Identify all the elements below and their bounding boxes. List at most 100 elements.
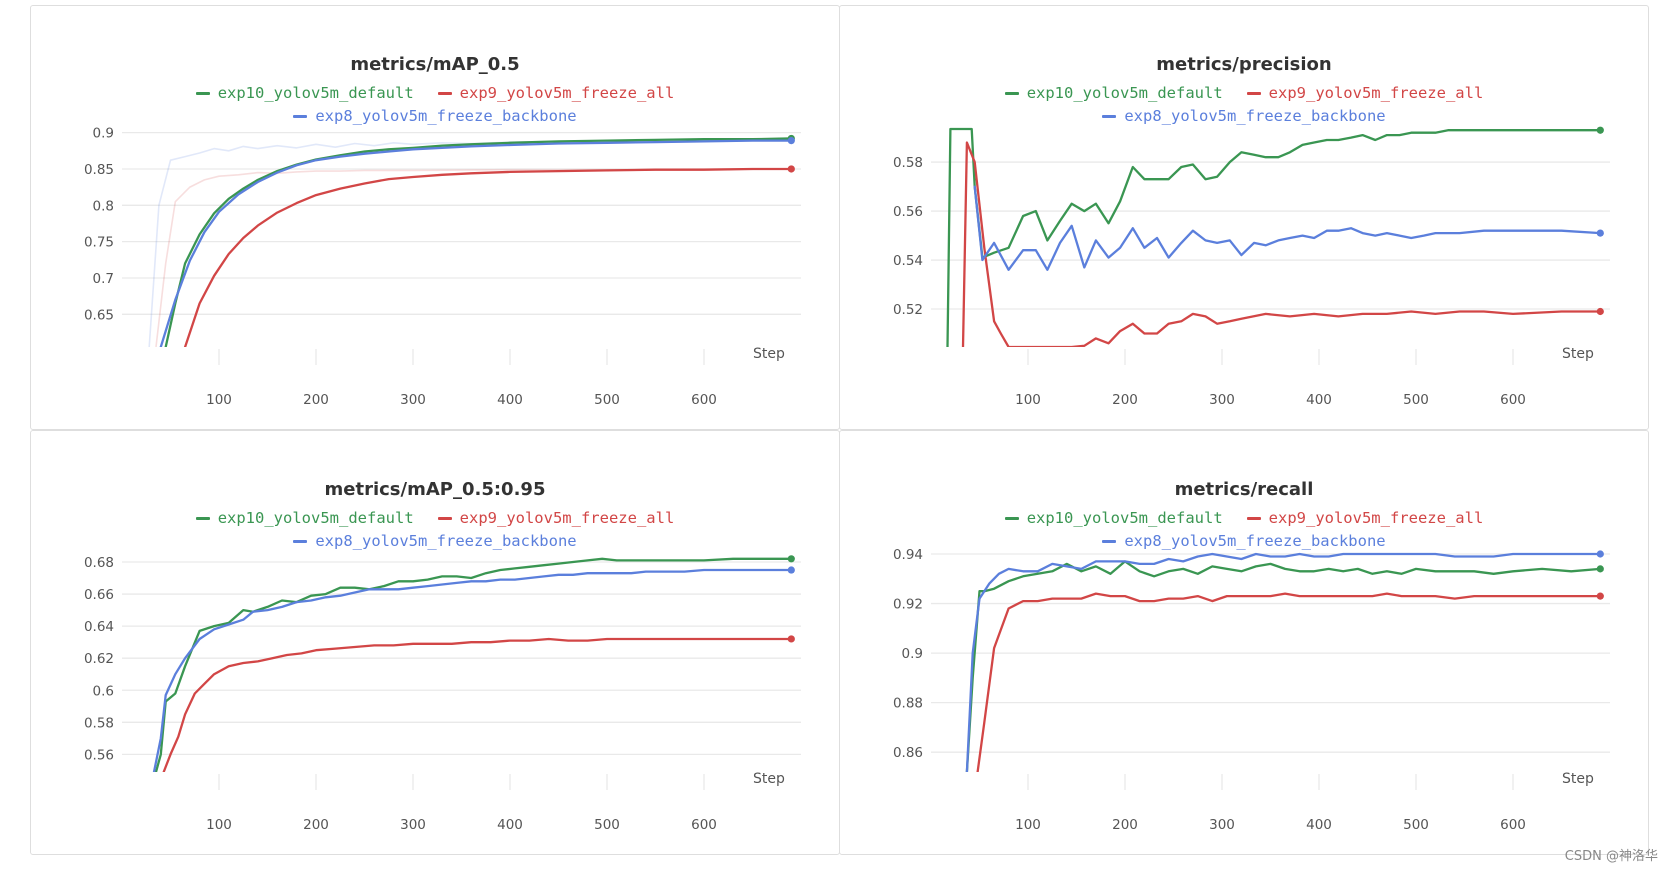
legend-swatch: [1246, 92, 1261, 95]
series-end-dot-exp10-yolov5m-default[interactable]: [1596, 126, 1604, 134]
series-line-exp8-yolov5m-freeze-backbone[interactable]: [152, 568, 793, 772]
legend-swatch: [437, 517, 452, 520]
chart-title: metrics/recall: [1174, 479, 1314, 500]
legend-label: exp8_yolov5m_freeze_backbone: [315, 532, 577, 550]
y-tick-label: 0.62: [84, 651, 114, 667]
series-line-exp9-yolov5m-freeze-all[interactable]: [183, 167, 793, 347]
x-tick-label: 400: [497, 392, 523, 408]
legend-item-exp10-yolov5m-default[interactable]: exp10_yolov5m_default: [1004, 509, 1223, 527]
y-tick-label: 0.58: [84, 715, 114, 731]
y-tick-label: 0.56: [893, 204, 923, 220]
x-tick-label: 200: [1112, 392, 1138, 408]
series-line-exp9-yolov5m-freeze-all[interactable]: [162, 637, 793, 772]
series-end-dot-exp10-yolov5m-default[interactable]: [787, 555, 795, 563]
legend-item-exp8-yolov5m-freeze-backbone[interactable]: exp8_yolov5m_freeze_backbone: [1102, 532, 1386, 550]
legend-label: exp8_yolov5m_freeze_backbone: [1124, 107, 1386, 125]
chart-panel-map50: metrics/mAP_0.5 exp10_yolov5m_default exp9…: [30, 5, 840, 430]
legend-item-exp9-yolov5m-freeze-all[interactable]: exp9_yolov5m_freeze_all: [1246, 509, 1484, 527]
x-axis-label: Step: [1562, 346, 1594, 362]
series-line-exp8-yolov5m-freeze-backbone[interactable]: [965, 552, 1602, 772]
x-tick-label: 100: [206, 392, 232, 408]
legend-item-exp9-yolov5m-freeze-all[interactable]: exp9_yolov5m_freeze_all: [1246, 84, 1483, 102]
series-end-dot-exp9-yolov5m-freeze-all[interactable]: [787, 635, 795, 643]
series-line-exp8-yolov5m-freeze-backbone[interactable]: [159, 139, 793, 347]
x-tick-label: 100: [206, 817, 232, 833]
y-tick-label: 0.65: [84, 307, 114, 323]
x-axis-label: Step: [753, 346, 785, 362]
x-tick-label: 500: [1403, 392, 1429, 408]
y-tick-label: 0.64: [84, 619, 114, 635]
legend-row: exp8_yolov5m_freeze_backbone: [31, 107, 839, 125]
series-end-dot-exp8-yolov5m-freeze-backbone[interactable]: [1596, 229, 1604, 237]
legend-swatch: [293, 540, 308, 543]
x-tick-label: 400: [1306, 817, 1332, 833]
y-tick-label: 0.7: [93, 271, 114, 287]
series-line-exp10-yolov5m-default[interactable]: [965, 560, 1602, 772]
x-axis-label: Step: [1562, 771, 1594, 787]
series-line-exp8-yolov5m-freeze-backbone[interactable]: [973, 185, 1602, 271]
legend-item-exp8-yolov5m-freeze-backbone[interactable]: exp8_yolov5m_freeze_backbone: [1102, 107, 1386, 125]
y-tick-label: 0.9: [93, 126, 114, 142]
legend-swatch: [1246, 517, 1261, 520]
chart-svg: 0.56 0.58 0.6 0.62 0.64 0.66 0.68 100 200 300 400 5…: [84, 555, 801, 833]
y-tick-label: 0.75: [84, 235, 114, 251]
legend-row: exp8_yolov5m_freeze_backbone: [840, 107, 1648, 125]
chart-panel-precision: metrics/precision exp10_yolov5m_default ex…: [839, 5, 1649, 430]
chart-title: metrics/mAP_0.5: [350, 54, 520, 75]
series-line-exp10-yolov5m-default[interactable]: [946, 127, 1602, 347]
legend-item-exp10-yolov5m-default[interactable]: exp10_yolov5m_default: [195, 84, 414, 102]
series-ghost-line: [155, 168, 792, 347]
legend-item-exp9-yolov5m-freeze-all[interactable]: exp9_yolov5m_freeze_all: [437, 509, 674, 527]
legend-item-exp8-yolov5m-freeze-backbone[interactable]: exp8_yolov5m_freeze_backbone: [293, 107, 577, 125]
legend-item-exp8-yolov5m-freeze-backbone[interactable]: exp8_yolov5m_freeze_backbone: [293, 532, 577, 550]
legend-swatch: [1102, 540, 1117, 543]
legend-label: exp9_yolov5m_freeze_all: [459, 84, 675, 102]
x-tick-label: 200: [303, 392, 329, 408]
x-tick-label: 300: [1209, 392, 1235, 408]
x-axis-label: Step: [753, 771, 785, 787]
series-end-dot-exp9-yolov5m-freeze-all[interactable]: [787, 165, 795, 173]
watermark: CSDN @神洛华: [1564, 849, 1658, 864]
y-tick-label: 0.86: [893, 745, 923, 761]
y-tick-label: 0.8: [93, 198, 114, 214]
chart-panel-map50-95: metrics/mAP_0.5:0.95 exp10_yolov5m_defaul…: [30, 430, 840, 855]
series-line-exp10-yolov5m-default[interactable]: [154, 557, 793, 772]
chart-svg: 0.86 0.88 0.9 0.92 0.94 100 200 300 400 500 600 Ste…: [893, 547, 1610, 833]
x-tick-label: 300: [1209, 817, 1235, 833]
y-tick-label: 0.6: [93, 683, 114, 699]
legend-swatch: [1004, 517, 1019, 520]
x-tick-label: 600: [1500, 392, 1526, 408]
x-tick-label: 600: [691, 392, 717, 408]
legend-swatch: [1004, 92, 1019, 95]
series-end-dot-exp8-yolov5m-freeze-backbone[interactable]: [787, 137, 795, 145]
series-end-dot-exp8-yolov5m-freeze-backbone[interactable]: [1596, 550, 1604, 558]
legend-label: exp8_yolov5m_freeze_backbone: [315, 107, 577, 125]
series-line-exp9-yolov5m-freeze-all[interactable]: [976, 592, 1602, 772]
y-tick-label: 0.58: [893, 155, 923, 171]
y-tick-label: 0.56: [84, 747, 114, 763]
y-tick-label: 0.94: [893, 547, 923, 563]
series-end-dot-exp9-yolov5m-freeze-all[interactable]: [1596, 592, 1604, 600]
legend-item-exp9-yolov5m-freeze-all[interactable]: exp9_yolov5m_freeze_all: [437, 84, 675, 102]
x-tick-label: 500: [594, 392, 620, 408]
series-end-dot-exp8-yolov5m-freeze-backbone[interactable]: [787, 566, 795, 574]
series-ghost-line: [148, 139, 792, 347]
legend-item-exp10-yolov5m-default[interactable]: exp10_yolov5m_default: [195, 509, 414, 527]
series-line-exp10-yolov5m-default[interactable]: [164, 137, 793, 347]
plot-area: [152, 557, 793, 772]
chart-title: metrics/mAP_0.5:0.95: [324, 479, 546, 500]
series-end-dot-exp9-yolov5m-freeze-all[interactable]: [1596, 307, 1604, 316]
x-tick-label: 500: [1403, 817, 1429, 833]
x-tick-label: 200: [1112, 817, 1138, 833]
x-tick-label: 200: [303, 817, 329, 833]
x-tick-label: 600: [1500, 817, 1526, 833]
series-line-exp9-yolov5m-freeze-all[interactable]: [961, 141, 1602, 348]
legend-row: exp10_yolov5m_default exp9_yolov5m_freeze…: [840, 509, 1648, 527]
legend-swatch: [195, 517, 210, 520]
legend-item-exp10-yolov5m-default[interactable]: exp10_yolov5m_default: [1004, 84, 1223, 102]
legend-label: exp9_yolov5m_freeze_all: [1268, 509, 1484, 527]
x-tick-label: 300: [400, 392, 426, 408]
legend-label: exp10_yolov5m_default: [217, 84, 414, 102]
series-end-dot-exp10-yolov5m-default[interactable]: [1596, 565, 1604, 573]
x-tick-label: 300: [400, 817, 426, 833]
